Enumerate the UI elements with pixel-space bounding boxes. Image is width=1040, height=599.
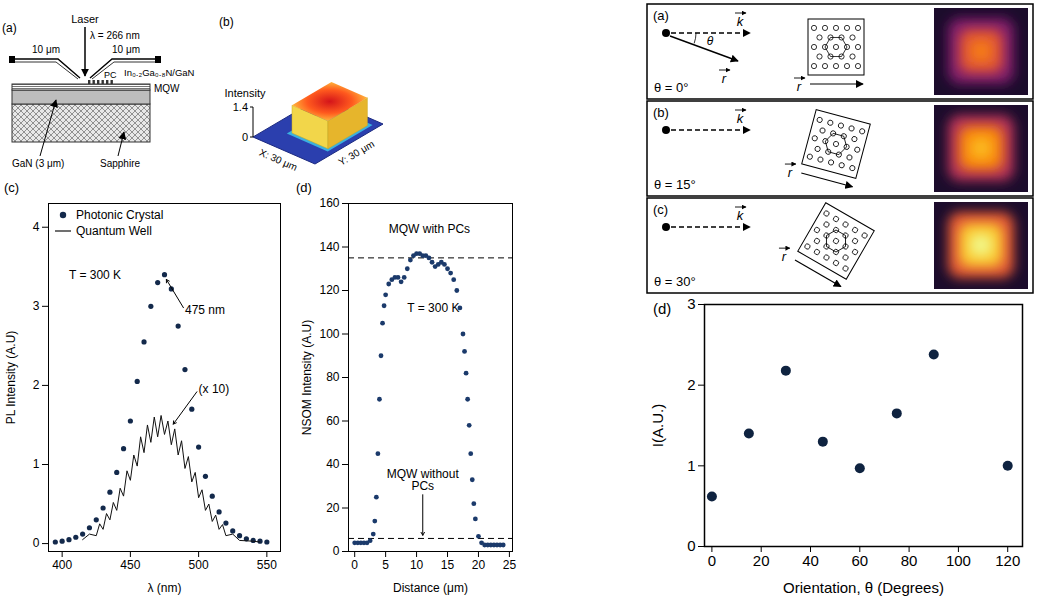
svg-text:0: 0 <box>333 544 340 558</box>
svg-text:20: 20 <box>326 501 340 515</box>
svg-text:θ = 30°: θ = 30° <box>654 274 696 289</box>
svg-text:400: 400 <box>52 558 72 572</box>
svg-text:60: 60 <box>326 414 340 428</box>
svg-text:X: 30 μm: X: 30 μm <box>258 147 299 173</box>
svg-text:10: 10 <box>410 558 424 572</box>
svg-text:k: k <box>737 208 745 223</box>
svg-text:NSOM Intensity (A.U): NSOM Intensity (A.U) <box>300 320 314 435</box>
svg-text:θ: θ <box>707 34 714 48</box>
svg-text:2: 2 <box>33 378 40 392</box>
svg-text:3: 3 <box>687 295 695 312</box>
html-text:(d): (d) <box>296 180 312 195</box>
svg-text:Intensity: Intensity <box>225 87 266 99</box>
svg-text:475 nm: 475 nm <box>185 303 225 317</box>
svg-text:(b): (b) <box>653 105 669 120</box>
svg-text:r: r <box>782 249 787 264</box>
svg-text:MQW: MQW <box>154 83 180 94</box>
svg-text:550: 550 <box>257 558 277 572</box>
svg-text:(a): (a) <box>2 21 17 35</box>
svg-text:θ = 15°: θ = 15° <box>654 177 696 192</box>
svg-text:Distance (μm): Distance (μm) <box>393 581 468 595</box>
svg-text:(a): (a) <box>653 8 669 23</box>
svg-text:15: 15 <box>441 558 455 572</box>
svg-text:1: 1 <box>33 457 40 471</box>
svg-text:4: 4 <box>33 220 40 234</box>
svg-text:T = 300 K: T = 300 K <box>69 268 121 282</box>
svg-text:(c): (c) <box>653 202 668 217</box>
svg-text:I(A.U.): I(A.U.) <box>649 404 666 447</box>
svg-text:25: 25 <box>503 558 517 572</box>
svg-text:In₀.₂Ga₀.₈N/GaN: In₀.₂Ga₀.₈N/GaN <box>124 67 195 78</box>
svg-text:MQW withoutPCs: MQW withoutPCs <box>387 467 460 493</box>
svg-text:10 μm: 10 μm <box>32 44 60 55</box>
svg-text:T = 300 K: T = 300 K <box>407 301 459 315</box>
svg-text:k: k <box>737 14 745 29</box>
svg-text:100: 100 <box>319 327 339 341</box>
svg-text:20: 20 <box>753 552 770 569</box>
svg-text:80: 80 <box>326 370 340 384</box>
html-text:Photonic Crystal: Photonic Crystal <box>76 208 164 222</box>
svg-text:120: 120 <box>319 283 339 297</box>
svg-text:MQW with PCs: MQW with PCs <box>389 222 470 236</box>
svg-text:PL Intensity (A.U): PL Intensity (A.U) <box>4 331 18 425</box>
html-text:(c): (c) <box>4 180 20 195</box>
svg-text:40: 40 <box>802 552 819 569</box>
svg-text:40: 40 <box>326 457 340 471</box>
svg-text:k: k <box>737 111 745 126</box>
svg-text:GaN (3 μm): GaN (3 μm) <box>12 158 64 169</box>
svg-text:Sapphire: Sapphire <box>100 158 140 169</box>
svg-text:3: 3 <box>33 299 40 313</box>
svg-text:0: 0 <box>687 537 695 554</box>
svg-text:60: 60 <box>851 552 868 569</box>
html-text:Quantum Well: Quantum Well <box>76 224 152 238</box>
svg-text:r: r <box>722 71 727 86</box>
svg-text:Laser: Laser <box>71 13 99 25</box>
svg-text:(b): (b) <box>219 15 234 29</box>
svg-text:100: 100 <box>946 552 971 569</box>
svg-text:r: r <box>788 165 793 180</box>
svg-text:140: 140 <box>319 240 339 254</box>
svg-text:1: 1 <box>687 457 695 474</box>
svg-text:5: 5 <box>382 558 389 572</box>
svg-text:0: 0 <box>708 552 716 569</box>
svg-text:Orientation, θ (Degrees): Orientation, θ (Degrees) <box>783 579 944 596</box>
svg-text:λ (nm): λ (nm) <box>148 581 182 595</box>
svg-text:10 μm: 10 μm <box>112 44 140 55</box>
svg-text:PC: PC <box>104 70 117 80</box>
svg-text:θ = 0°: θ = 0° <box>654 80 688 95</box>
svg-text:Y: 30 μm: Y: 30 μm <box>336 138 376 168</box>
html-text:(d): (d) <box>653 300 672 317</box>
svg-text:0: 0 <box>242 131 248 143</box>
svg-text:160: 160 <box>319 196 339 210</box>
svg-text:450: 450 <box>120 558 140 572</box>
svg-text:80: 80 <box>901 552 918 569</box>
svg-text:20: 20 <box>472 558 486 572</box>
svg-text:120: 120 <box>995 552 1020 569</box>
svg-text:0: 0 <box>33 536 40 550</box>
svg-text:0: 0 <box>351 558 358 572</box>
svg-text:500: 500 <box>189 558 209 572</box>
svg-text:r: r <box>797 79 802 94</box>
svg-text:λ = 266 nm: λ = 266 nm <box>90 30 140 41</box>
svg-text:1.4: 1.4 <box>233 101 248 113</box>
svg-text:(x 10): (x 10) <box>199 382 230 396</box>
svg-text:2: 2 <box>687 376 695 393</box>
